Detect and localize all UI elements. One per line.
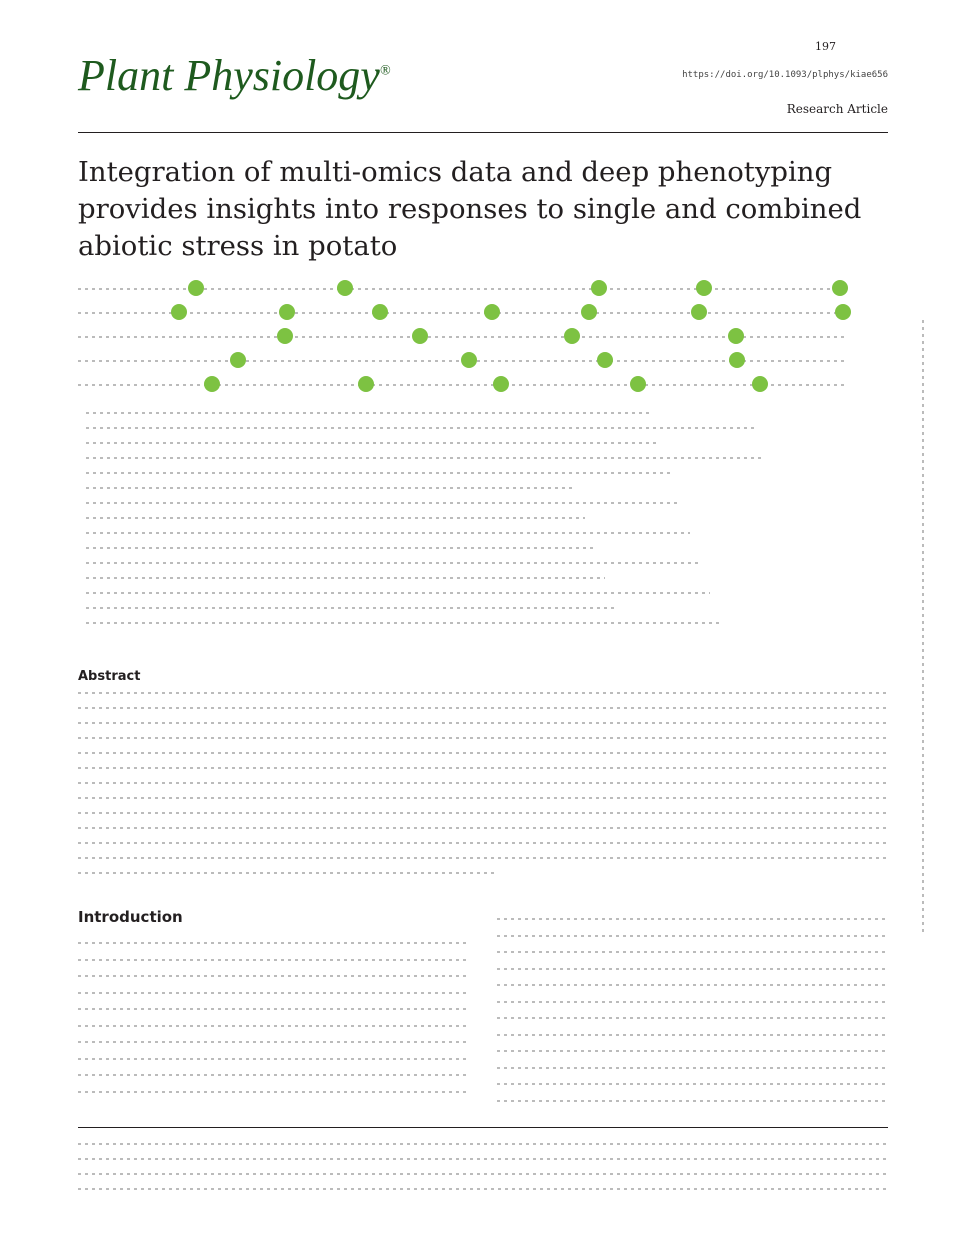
footnote-line xyxy=(78,1173,886,1175)
abstract-line xyxy=(78,752,886,754)
orcid-icon xyxy=(728,328,744,344)
affiliation-line xyxy=(86,472,670,474)
abstract-line xyxy=(78,857,886,859)
abstract-heading: Abstract xyxy=(78,669,141,684)
body-line xyxy=(497,951,887,953)
affiliation-line xyxy=(86,562,700,564)
footnote-line xyxy=(78,1158,886,1160)
body-line xyxy=(497,1099,887,1102)
footnote-line xyxy=(78,1143,886,1145)
affiliation-line xyxy=(86,487,575,489)
footnote-line xyxy=(78,1188,886,1190)
orcid-icon xyxy=(591,280,607,296)
abstract-line xyxy=(78,767,886,769)
body-line xyxy=(497,1017,887,1019)
body-line xyxy=(497,1000,887,1003)
body-line xyxy=(78,1057,470,1060)
orcid-icon xyxy=(204,376,220,392)
orcid-icon xyxy=(188,280,204,296)
orcid-icon xyxy=(729,352,745,368)
article-type: Research Article xyxy=(786,102,888,116)
article-title: Integration of multi-omics data and deep… xyxy=(78,156,862,262)
orcid-icon xyxy=(358,376,374,392)
author-line xyxy=(78,288,848,290)
affiliation-line xyxy=(86,577,605,579)
affiliation-line xyxy=(86,547,595,549)
orcid-icon xyxy=(597,352,613,368)
abstract-line xyxy=(78,797,886,799)
abstract-line xyxy=(78,782,886,784)
body-line xyxy=(497,984,887,986)
abstract-line xyxy=(78,707,886,709)
abstract-line xyxy=(78,827,886,829)
orcid-icon xyxy=(484,304,500,320)
affiliation-line xyxy=(86,502,680,504)
body-line xyxy=(497,1050,887,1052)
orcid-icon xyxy=(696,280,712,296)
introduction-heading: Introduction xyxy=(78,908,183,926)
side-note xyxy=(922,320,924,935)
abstract-line xyxy=(78,812,886,814)
affiliation-line xyxy=(86,607,615,609)
orcid-icon xyxy=(230,352,246,368)
orcid-icon xyxy=(691,304,707,320)
orcid-icon xyxy=(493,376,509,392)
orcid-icon xyxy=(630,376,646,392)
body-line xyxy=(78,1074,470,1076)
affiliation-line xyxy=(86,517,585,519)
orcid-icon xyxy=(412,328,428,344)
affiliation-line xyxy=(86,427,755,429)
body-line xyxy=(497,934,887,937)
affiliation-line xyxy=(86,457,765,459)
body-line xyxy=(78,1024,470,1027)
body-line xyxy=(497,967,887,970)
body-line xyxy=(497,1083,887,1085)
orcid-icon xyxy=(279,304,295,320)
affiliation-line xyxy=(86,532,690,534)
body-line xyxy=(497,1066,887,1069)
abstract-line xyxy=(78,722,886,724)
doi[interactable]: https://doi.org/10.1093/plphys/kiae656 xyxy=(682,70,888,80)
body-line xyxy=(78,1041,470,1043)
orcid-icon xyxy=(171,304,187,320)
rule xyxy=(78,132,888,133)
orcid-icon xyxy=(277,328,293,344)
affiliation-line xyxy=(86,442,660,444)
abstract-line xyxy=(78,872,498,874)
body-line xyxy=(78,975,470,977)
orcid-icon xyxy=(461,352,477,368)
author-line xyxy=(78,312,848,314)
abstract-line xyxy=(78,692,886,694)
orcid-icon xyxy=(832,280,848,296)
orcid-icon xyxy=(581,304,597,320)
orcid-icon xyxy=(835,304,851,320)
affiliation-line xyxy=(86,592,710,594)
orcid-icon xyxy=(372,304,388,320)
author-line xyxy=(78,336,848,338)
orcid-icon xyxy=(337,280,353,296)
body-line xyxy=(78,958,470,961)
abstract-line xyxy=(78,737,886,739)
journal-name: Plant Physiology® xyxy=(78,51,391,100)
orcid-icon xyxy=(752,376,768,392)
affiliation-line xyxy=(86,412,650,414)
body-line xyxy=(497,1033,887,1036)
body-line xyxy=(78,1090,470,1093)
body-line xyxy=(497,918,887,920)
orcid-icon xyxy=(564,328,580,344)
abstract-line xyxy=(78,842,886,844)
body-line xyxy=(78,942,470,944)
affiliation-line xyxy=(86,622,720,624)
body-line xyxy=(78,1008,470,1010)
volume: 197 xyxy=(815,40,836,53)
body-line xyxy=(78,991,470,994)
rule xyxy=(78,1127,888,1128)
author-line xyxy=(78,384,848,386)
